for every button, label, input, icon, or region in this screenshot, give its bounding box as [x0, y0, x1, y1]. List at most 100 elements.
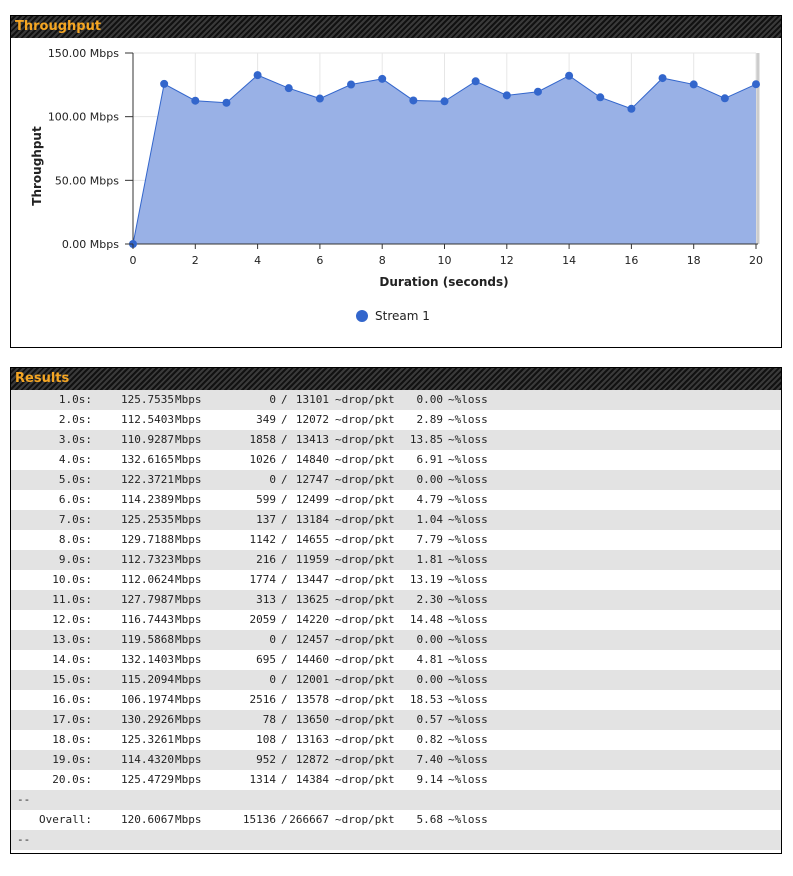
results-panel: Results 1.0s: 125.7535 Mbps 0/13101 ~drop/pk… — [10, 367, 782, 854]
throughput-unit: Mbps — [175, 533, 202, 546]
separator-slash: / — [281, 733, 288, 746]
throughput-unit: Mbps — [175, 773, 202, 786]
loss-label: ~%loss — [448, 753, 488, 766]
interval-time: 13.0s: — [52, 633, 92, 646]
drop-label: ~drop/pkt — [335, 533, 395, 546]
dropped-packets: 108 — [256, 733, 276, 746]
x-tick-label: 12 — [500, 254, 514, 267]
drop-label: ~drop/pkt — [335, 593, 395, 606]
loss-percent: 13.85 — [409, 433, 443, 446]
loss-percent: 4.81 — [416, 653, 444, 666]
throughput-unit: Mbps — [175, 633, 202, 646]
throughput-value: 119.5868 — [121, 633, 174, 646]
throughput-value: 130.2926 — [121, 713, 174, 726]
separator-slash: / — [281, 593, 288, 606]
loss-label: ~%loss — [448, 733, 488, 746]
results-separator: -- — [11, 790, 781, 810]
dropped-packets: 2059 — [249, 613, 277, 626]
total-packets: 13625 — [295, 593, 329, 606]
data-point — [689, 80, 698, 89]
throughput-unit: Mbps — [175, 433, 202, 446]
loss-percent: 1.04 — [416, 513, 444, 526]
loss-percent: 2.89 — [416, 413, 444, 426]
separator-dashes: -- — [17, 833, 31, 846]
x-tick-label: 8 — [379, 254, 386, 267]
result-row: 2.0s: 112.5403 Mbps 349 / 12072 ~drop/pkt 2.89 ~… — [11, 410, 781, 430]
legend-marker-stream-1 — [356, 310, 368, 322]
series-points-stream-1 — [129, 71, 760, 248]
loss-percent: 13.19 — [409, 573, 443, 586]
result-row: 8.0s: 129.7188 Mbps 1142 / 14655 ~drop/pkt 7.79… — [11, 530, 781, 550]
drop-label: ~drop/pkt — [335, 773, 395, 786]
data-point — [284, 84, 293, 93]
throughput-unit: Mbps — [175, 813, 202, 826]
dropped-packets: 952 — [256, 753, 276, 766]
result-row: 1.0s: 125.7535 Mbps 0 / 13101 ~drop/pkt 0.00 ~%l… — [11, 390, 781, 410]
result-row: 5.0s: 122.3721 Mbps 0 / 12747 ~drop/pkt 0.00 ~%l… — [11, 470, 781, 490]
loss-percent: 6.91 — [416, 453, 444, 466]
throughput-unit: Mbps — [175, 553, 202, 566]
separator-slash: / — [281, 713, 288, 726]
loss-percent: 0.00 — [416, 673, 444, 686]
drop-label: ~drop/pkt — [335, 693, 395, 706]
loss-label: ~%loss — [448, 813, 488, 826]
interval-time: 9.0s: — [58, 553, 92, 566]
throughput-unit: Mbps — [175, 613, 202, 626]
result-row: 6.0s: 114.2389 Mbps 599 / 12499 ~drop/pkt 4.79 ~… — [11, 490, 781, 510]
data-point — [440, 97, 449, 106]
result-row: 20.0s: 125.4729 Mbps 1314 / 14384 ~drop/pkt 9.1… — [11, 770, 781, 790]
result-row: 17.0s: 130.2926 Mbps 78 / 13650 ~drop/pkt 0.57 ~… — [11, 710, 781, 730]
throughput-unit: Mbps — [175, 573, 202, 586]
throughput-panel: Throughput 0.00 Mbps 50.00 Mbps 100.00 Mbp… — [10, 15, 782, 348]
separator-slash: / — [281, 513, 288, 526]
throughput-unit: Mbps — [175, 753, 202, 766]
loss-label: ~%loss — [448, 593, 488, 606]
separator-slash: / — [281, 553, 288, 566]
separator-slash: / — [281, 653, 288, 666]
data-point — [533, 87, 542, 96]
dropped-packets: 599 — [256, 493, 276, 506]
dropped-packets: 2516 — [249, 693, 277, 706]
loss-percent: 7.40 — [416, 753, 444, 766]
data-point — [347, 80, 356, 89]
drop-label: ~drop/pkt — [335, 753, 395, 766]
loss-label: ~%loss — [448, 573, 488, 586]
throughput-unit: Mbps — [175, 593, 202, 606]
dropped-packets: 0 — [269, 673, 276, 686]
throughput-unit: Mbps — [175, 513, 202, 526]
total-packets: 13447 — [295, 573, 329, 586]
throughput-value: 106.1974 — [121, 693, 174, 706]
interval-time: 17.0s: — [52, 713, 92, 726]
x-tick-label: 2 — [192, 254, 199, 267]
total-packets: 12001 — [295, 673, 329, 686]
throughput-value: 132.1403 — [121, 653, 174, 666]
legend-item-stream-1[interactable]: Stream 1 — [356, 309, 430, 323]
dropped-packets: 313 — [256, 593, 276, 606]
total-packets: 12872 — [295, 753, 329, 766]
total-packets: 12747 — [295, 473, 329, 486]
drop-label: ~drop/pkt — [335, 813, 395, 826]
total-packets: 14840 — [295, 453, 329, 466]
interval-time: 4.0s: — [58, 453, 92, 466]
loss-percent: 0.00 — [416, 633, 444, 646]
separator-slash: / — [281, 813, 288, 826]
loss-percent: 0.00 — [416, 393, 444, 406]
dropped-packets: 0 — [269, 473, 276, 486]
results-list: 1.0s: 125.7535 Mbps 0/13101 ~drop/pkt 0.00 ~%l… — [11, 390, 781, 850]
throughput-value: 122.3721 — [121, 473, 174, 486]
throughput-value: 125.7535 — [121, 393, 174, 406]
data-point — [502, 91, 511, 100]
dropped-packets: 1142 — [249, 533, 277, 546]
interval-time: 14.0s: — [52, 653, 92, 666]
throughput-unit: Mbps — [175, 493, 202, 506]
data-point — [409, 96, 418, 105]
throughput-value: 132.6165 — [121, 453, 174, 466]
loss-label: ~%loss — [448, 533, 488, 546]
loss-percent: 18.53 — [409, 693, 443, 706]
throughput-unit: Mbps — [175, 713, 202, 726]
data-point — [315, 94, 324, 103]
loss-percent: 1.81 — [416, 553, 444, 566]
drop-label: ~drop/pkt — [335, 513, 395, 526]
interval-time: 19.0s: — [52, 753, 92, 766]
drop-label: ~drop/pkt — [335, 553, 395, 566]
